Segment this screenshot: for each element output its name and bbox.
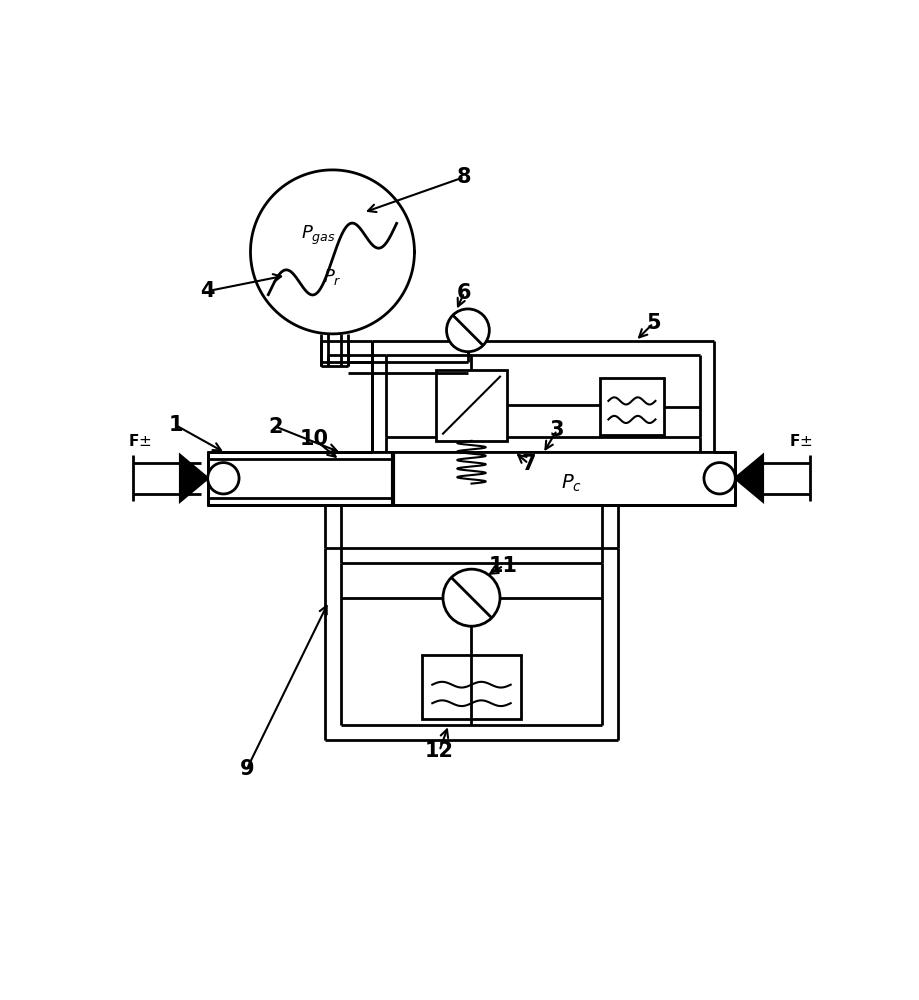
Circle shape	[703, 463, 734, 494]
Text: $P_r$: $P_r$	[323, 267, 342, 287]
Bar	[208, 452, 734, 505]
Text: 4: 4	[200, 281, 215, 301]
Bar	[436, 370, 506, 441]
Text: F$\pm$: F$\pm$	[789, 433, 811, 449]
Text: 7: 7	[521, 454, 535, 474]
Circle shape	[208, 463, 239, 494]
Text: 2: 2	[267, 417, 282, 437]
Bar	[599, 378, 664, 435]
Text: 1: 1	[168, 415, 183, 435]
Polygon shape	[734, 455, 762, 501]
Polygon shape	[180, 455, 208, 501]
Text: 11: 11	[489, 556, 517, 576]
Text: 8: 8	[457, 167, 471, 187]
Bar	[208, 459, 392, 498]
Text: $P_{gas}$: $P_{gas}$	[301, 224, 335, 247]
Text: 3: 3	[550, 420, 563, 440]
Text: 6: 6	[457, 283, 471, 303]
Text: 12: 12	[425, 741, 453, 761]
Text: 5: 5	[645, 313, 660, 333]
Text: 10: 10	[300, 429, 329, 449]
Bar	[421, 655, 521, 719]
Text: $P_c$: $P_c$	[561, 473, 581, 494]
Circle shape	[443, 569, 500, 626]
Text: F$\pm$: F$\pm$	[128, 433, 152, 449]
Circle shape	[446, 309, 489, 352]
Text: 9: 9	[239, 759, 254, 779]
